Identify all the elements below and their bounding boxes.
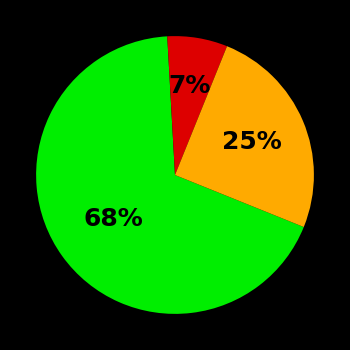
Wedge shape [167, 36, 227, 175]
Wedge shape [36, 36, 304, 314]
Wedge shape [175, 46, 314, 227]
Text: 7%: 7% [169, 74, 211, 98]
Text: 68%: 68% [83, 208, 143, 231]
Text: 25%: 25% [222, 131, 282, 154]
